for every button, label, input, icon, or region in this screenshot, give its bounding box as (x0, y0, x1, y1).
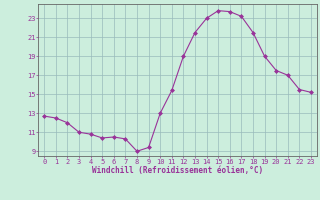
X-axis label: Windchill (Refroidissement éolien,°C): Windchill (Refroidissement éolien,°C) (92, 166, 263, 175)
